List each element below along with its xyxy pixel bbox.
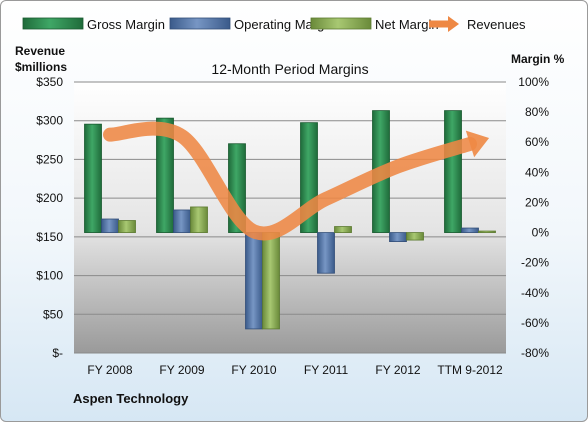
y-right-tick-label: -60%: [521, 316, 549, 330]
y-right-tick-label: 20%: [525, 195, 549, 209]
y-right-tick-label: -40%: [521, 286, 549, 300]
y-left-tick-label: $-: [52, 346, 63, 360]
bar-net-margin: [478, 230, 496, 233]
bar-gross-margin: [444, 110, 462, 233]
x-tick-label: FY 2009: [159, 363, 204, 377]
legend: Gross Margin Operating Margin Net Margin Re…: [22, 16, 526, 32]
x-tick-label: FY 2011: [304, 363, 349, 377]
bar-operating-margin: [173, 209, 191, 233]
legend-swatch-net-margin: [310, 17, 372, 30]
bar-net-margin: [334, 226, 352, 233]
revenues-line: [103, 121, 477, 241]
y-right-tick-label: 100%: [518, 75, 549, 89]
y-left-tick-label: $250: [36, 152, 63, 166]
bar-operating-margin: [389, 232, 407, 242]
bar-operating-margin: [461, 227, 479, 233]
x-tick-label: FY 2012: [375, 363, 420, 377]
x-tick-label: FY 2008: [87, 363, 132, 377]
tick-labels: $- $50 $100 $150 $200 $250 $300 $350 -80% -60% -40…: [36, 75, 549, 377]
bar-net-margin: [406, 232, 424, 241]
y-left-tick-label: $200: [36, 191, 63, 205]
bar-operating-margin: [101, 218, 119, 233]
y-right-tick-label: -80%: [521, 346, 549, 360]
bar-operating-margin: [245, 232, 263, 330]
legend-label: Gross Margin: [87, 17, 165, 32]
y-right-label: Margin %: [511, 52, 565, 66]
y-left-label-line2: $millions: [15, 60, 67, 74]
y-left-tick-label: $350: [36, 75, 63, 89]
y-left-tick-label: $100: [36, 269, 63, 283]
bar-net-margin: [262, 232, 280, 330]
y-left-label-line1: Revenue: [15, 44, 65, 58]
gridlines: [74, 81, 506, 354]
legend-label: Operating Margin: [234, 17, 334, 32]
legend-label: Net Margin: [375, 17, 439, 32]
bar-gross-margin: [84, 123, 102, 233]
revenues-arrowhead: [465, 130, 490, 158]
y-left-tick-label: $300: [36, 114, 63, 128]
legend-swatch-operating-margin: [169, 17, 231, 30]
legend-label: Revenues: [467, 17, 526, 32]
chart-title: 12-Month Period Margins: [211, 61, 368, 77]
bar-net-margin: [118, 220, 136, 233]
bar-net-margin: [190, 206, 208, 233]
y-left-tick-label: $50: [43, 307, 63, 321]
bar-operating-margin: [317, 232, 335, 274]
y-right-tick-label: -20%: [521, 256, 549, 270]
bar-gross-margin: [156, 117, 174, 233]
footer-company: Aspen Technology: [73, 391, 189, 406]
legend-swatch-gross-margin: [22, 17, 84, 30]
revenue-line: [103, 121, 490, 241]
y-right-tick-label: 40%: [525, 165, 549, 179]
y-left-tick-label: $150: [36, 230, 63, 244]
y-right-tick-label: 0%: [532, 226, 550, 240]
x-tick-label: FY 2010: [231, 363, 276, 377]
x-tick-label: TTM 9-2012: [437, 363, 503, 377]
y-right-tick-label: 80%: [525, 105, 549, 119]
y-right-tick-label: 60%: [525, 135, 549, 149]
legend-arrow-icon: [448, 16, 459, 32]
